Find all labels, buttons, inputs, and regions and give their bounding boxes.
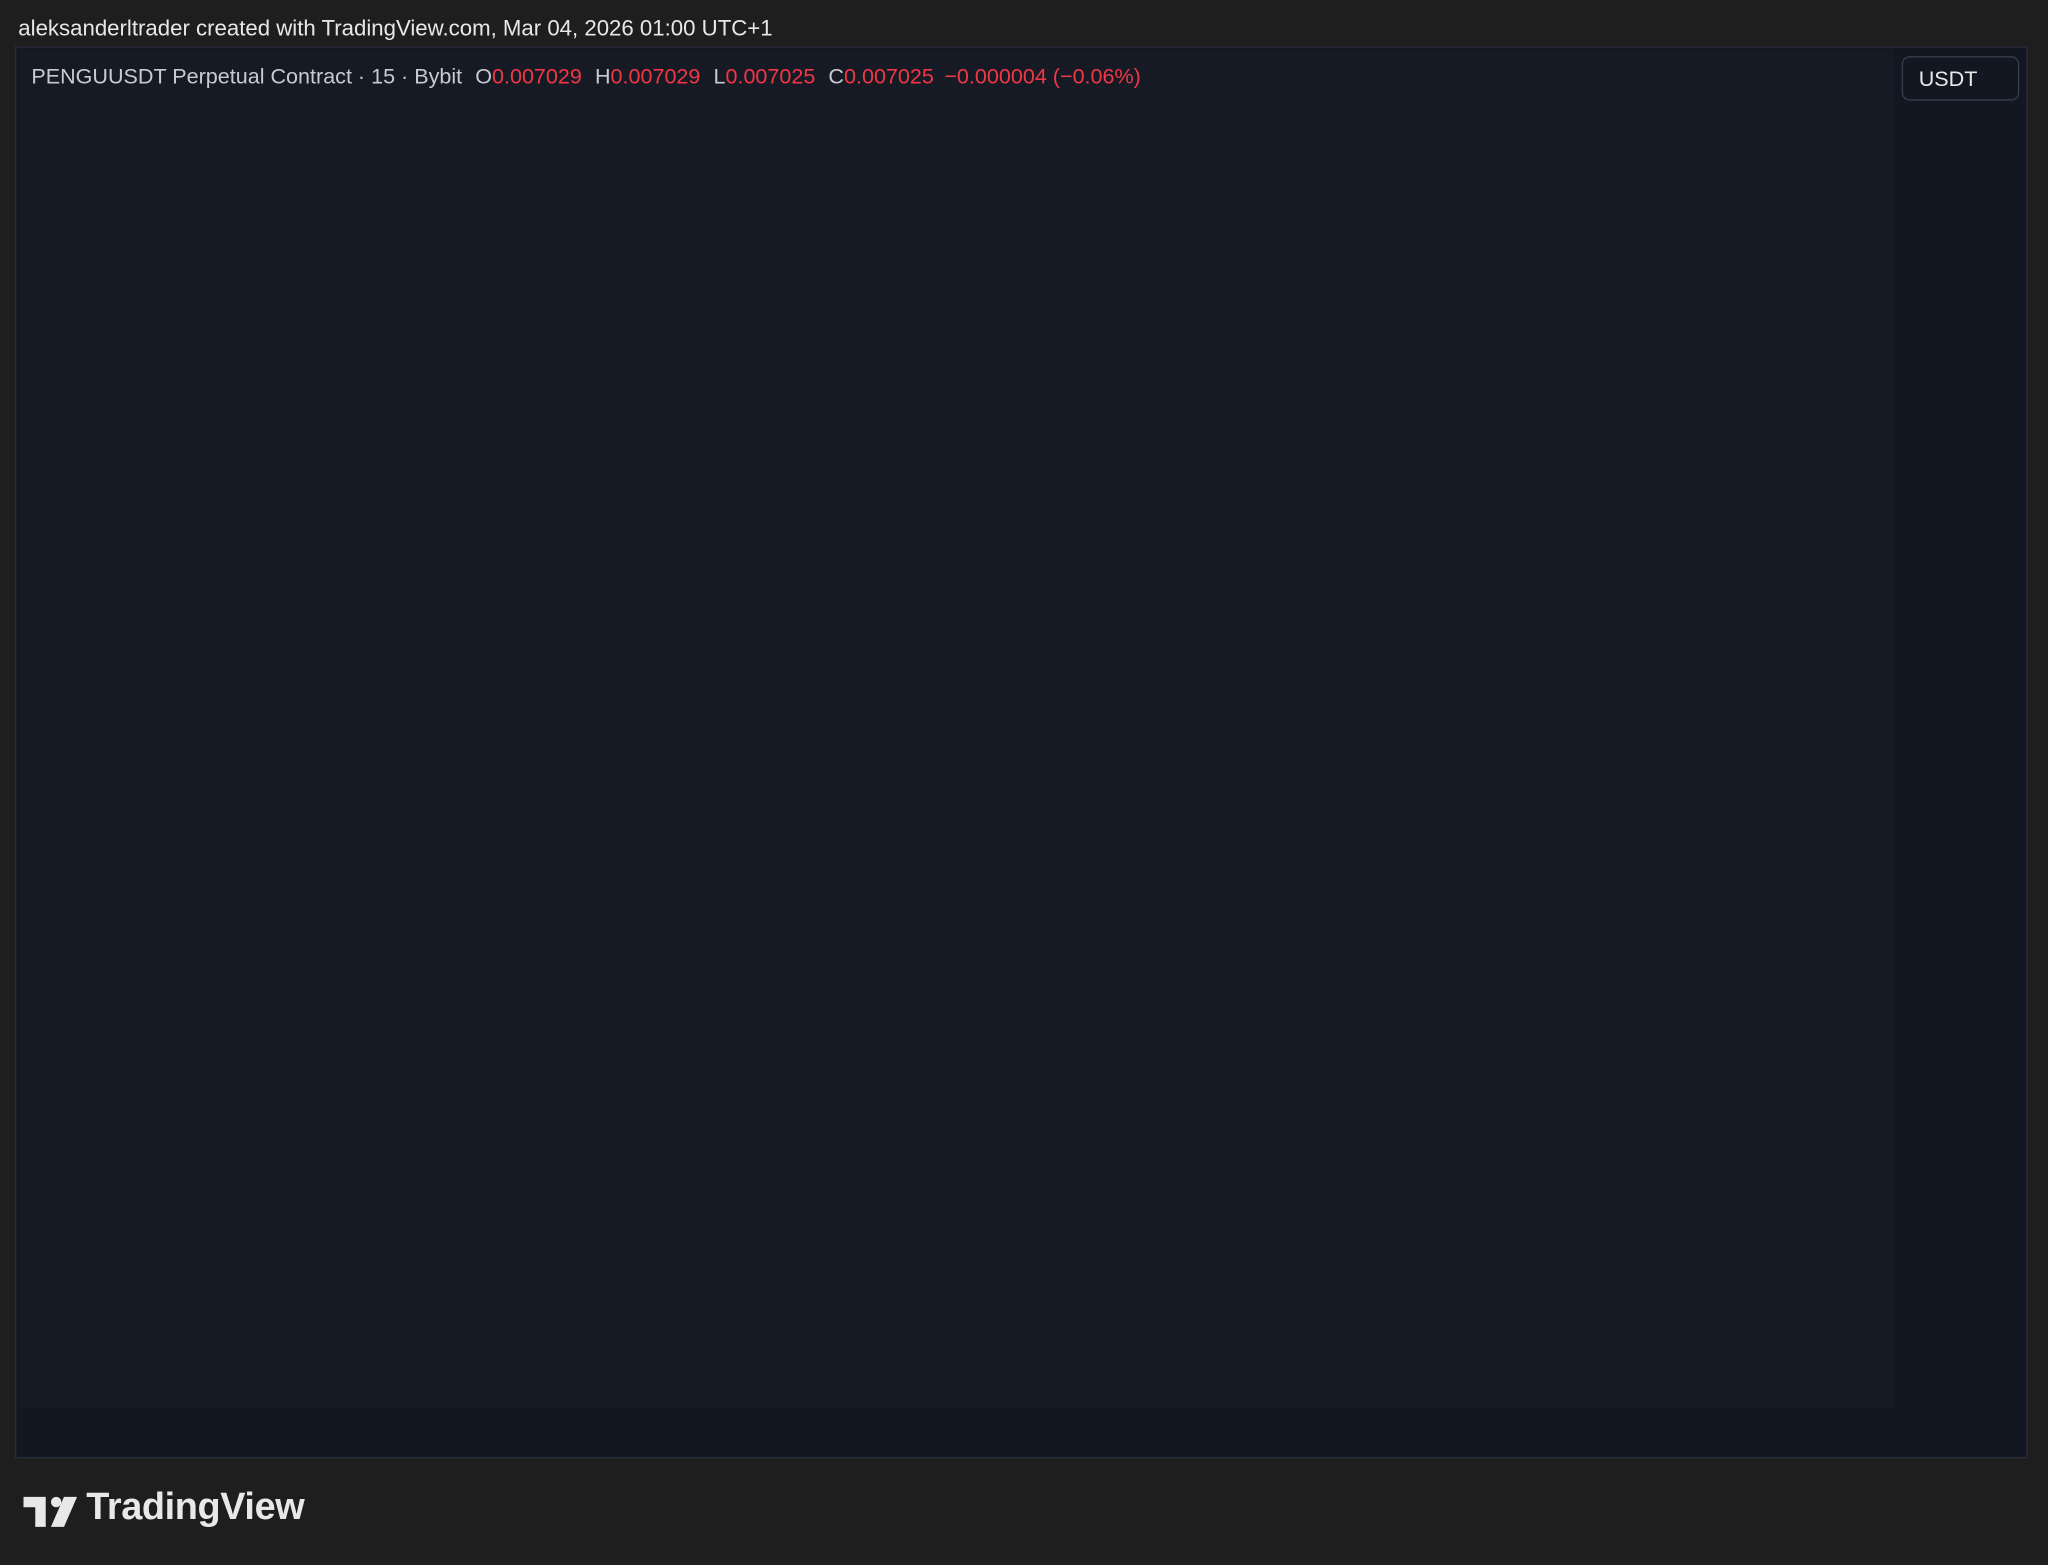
plot-area [18, 49, 1894, 1408]
brand-name: TradingView [86, 1486, 305, 1529]
header-text: aleksanderltrader created with TradingVi… [18, 15, 773, 41]
symbol-legend: PENGUUSDT Perpetual Contract · 15 · Bybi… [31, 65, 1141, 90]
brand-logo [23, 1496, 78, 1527]
change: −0.000004 (−0.06%) [944, 65, 1141, 89]
ohlc-value: 0.007025 [725, 65, 816, 89]
ohlc-label: L [713, 65, 726, 89]
ohlc-value: 0.007029 [610, 65, 701, 89]
logo-part [50, 1496, 78, 1527]
ohlc-label: H [594, 65, 611, 89]
ohlc-label: C [828, 65, 844, 89]
ohlc-value: 0.007029 [491, 65, 582, 89]
ohlc-label: O [475, 65, 492, 89]
currency-button[interactable]: USDT [1901, 56, 2020, 101]
logo-part [23, 1496, 46, 1527]
logo-part [50, 1496, 62, 1508]
symbol-title: PENGUUSDT Perpetual Contract · 15 · Bybi… [31, 65, 463, 89]
ohlc-value: 0.007025 [843, 65, 934, 89]
